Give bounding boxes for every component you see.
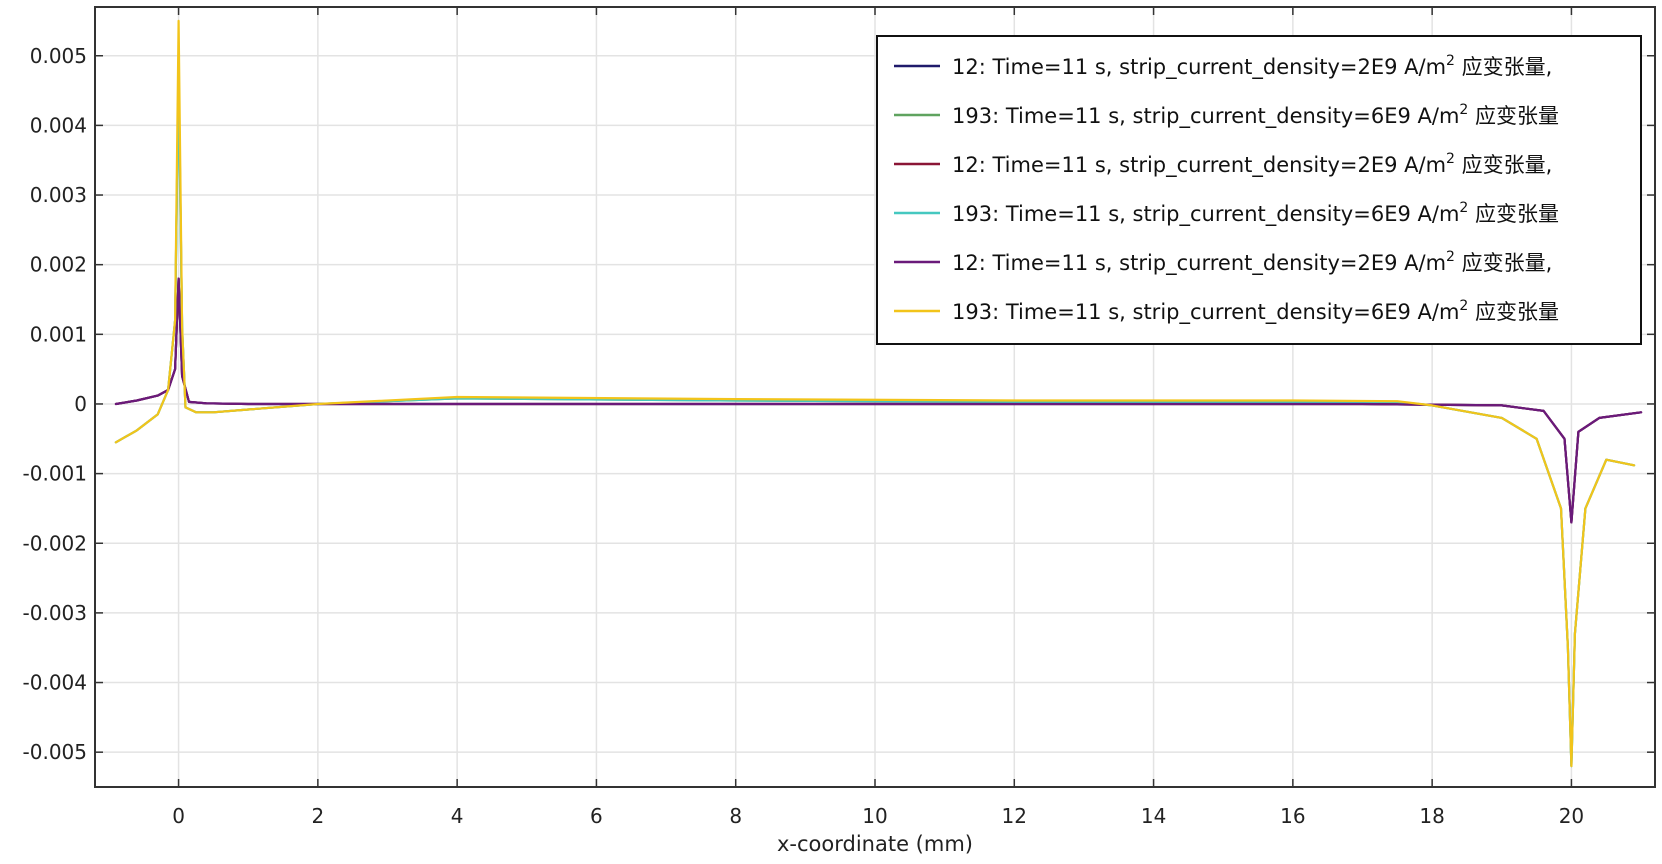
legend-label: 12: Time=11 s, strip_current_density=2E9… bbox=[952, 249, 1552, 276]
legend-label: 12: Time=11 s, strip_current_density=2E9… bbox=[952, 151, 1552, 178]
y-tick-label: 0.005 bbox=[30, 44, 87, 68]
y-tick-label: 0.004 bbox=[30, 113, 87, 137]
y-tick-label: -0.005 bbox=[23, 740, 87, 764]
x-tick-label: 8 bbox=[729, 804, 742, 828]
x-tick-label: 12 bbox=[1002, 804, 1027, 828]
legend-label: 193: Time=11 s, strip_current_density=6E… bbox=[952, 200, 1559, 227]
y-tick-label: -0.002 bbox=[23, 531, 87, 555]
x-tick-label: 4 bbox=[451, 804, 464, 828]
series-group bbox=[114, 19, 1643, 768]
y-tick-label: -0.004 bbox=[23, 671, 87, 695]
x-tick-label: 0 bbox=[172, 804, 185, 828]
y-tick-label: 0.003 bbox=[30, 183, 87, 207]
x-tick-label: 10 bbox=[862, 804, 887, 828]
legend-label: 193: Time=11 s, strip_current_density=6E… bbox=[952, 102, 1559, 129]
x-tick-label: 16 bbox=[1280, 804, 1305, 828]
y-tick-label: -0.003 bbox=[23, 601, 87, 625]
legend-box bbox=[876, 35, 1642, 345]
x-tick-label: 18 bbox=[1419, 804, 1444, 828]
ticks: 0 2 4 6 8 10 12 14 16 18 20 0.005 0.004 0.003 0.002 0.0… bbox=[23, 7, 1655, 828]
legend-label: 12: Time=11 s, strip_current_density=2E9… bbox=[952, 53, 1552, 80]
series-line-6 bbox=[114, 19, 1636, 768]
x-tick-label: 2 bbox=[311, 804, 324, 828]
x-tick-label: 6 bbox=[590, 804, 603, 828]
y-tick-label: 0 bbox=[74, 392, 87, 416]
y-tick-label: 0.002 bbox=[30, 253, 87, 277]
x-axis-label: x-coordinate (mm) bbox=[777, 832, 973, 856]
legend-label: 193: Time=11 s, strip_current_density=6E… bbox=[952, 298, 1559, 325]
legend-items: 12: Time=11 s, strip_current_density=2E9… bbox=[894, 53, 1559, 325]
y-tick-label: 0.001 bbox=[30, 322, 87, 346]
legend: 12: Time=11 s, strip_current_density=2E9… bbox=[876, 35, 1642, 345]
y-tick-label: -0.001 bbox=[23, 462, 87, 486]
x-tick-label: 14 bbox=[1141, 804, 1166, 828]
x-tick-label: 20 bbox=[1559, 804, 1584, 828]
